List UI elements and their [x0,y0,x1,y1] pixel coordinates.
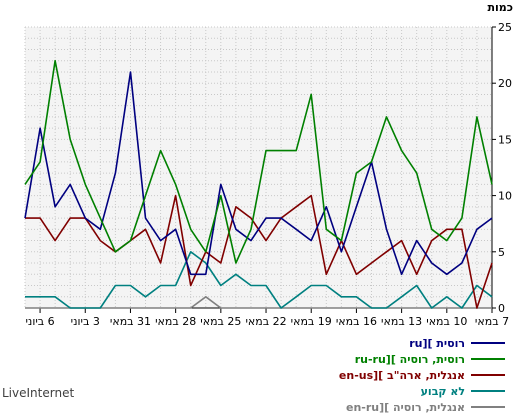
y-tick-label: 25 [498,21,512,34]
legend-label: אנגלית, רוסיה ][en-ru [345,400,465,414]
x-tick-label: 28 במאי [155,315,196,328]
legend-swatch [471,406,505,408]
legend-swatch [471,374,505,376]
legend-label: לא קבוע [420,384,465,398]
legend-label: אנגלית, ארה"ב ][en-us [338,368,465,382]
x-tick-label: 6 ביוני [25,315,54,328]
legend-label: רוסית, רוסיה ][ru-ru [354,352,465,366]
legend-swatch [471,358,505,360]
series-line [25,295,492,309]
x-tick-label: 19 במאי [291,315,332,328]
x-tick-label: 31 במאי [110,315,151,328]
legend-item: לא קבוע [421,383,505,399]
x-tick-label: 10 במאי [426,315,467,328]
y-tick-label: 5 [498,246,505,259]
series-line [24,71,493,276]
series-line [24,59,493,264]
legend-item: רוסית, רוסיה ][ru-ru [355,351,505,367]
plot-area [25,27,492,308]
x-tick-label: 3 ביוני [71,315,100,328]
legend-swatch [471,342,505,344]
x-tick-label: 16 במאי [336,315,377,328]
y-tick-label: 20 [498,77,512,90]
y-axis-label: כמות [488,1,513,14]
legend-item: רוסית ][ru [409,335,505,351]
line-chart: כמות 0 5 10 15 20 25 7 במאי 10 במאי 13 במאי 16 במ… [24,1,513,328]
x-tick-label: 22 במאי [245,315,286,328]
x-tick-label: 13 במאי [381,315,422,328]
y-tick-label: 15 [498,133,512,146]
x-tick-label: 25 במאי [200,315,241,328]
legend-item: אנגלית, ארה"ב ][en-us [339,367,505,383]
legend-item: אנגלית, רוסיה ][en-ru [346,399,505,415]
y-tick-label: 10 [498,190,512,203]
x-tick-label: 7 במאי [475,315,509,328]
legend-swatch [471,390,505,392]
legend-label: רוסית ][ru [409,336,465,350]
series-line [25,251,493,309]
brand-label: LiveInternet [2,386,75,400]
y-tick-label: 0 [498,302,505,315]
